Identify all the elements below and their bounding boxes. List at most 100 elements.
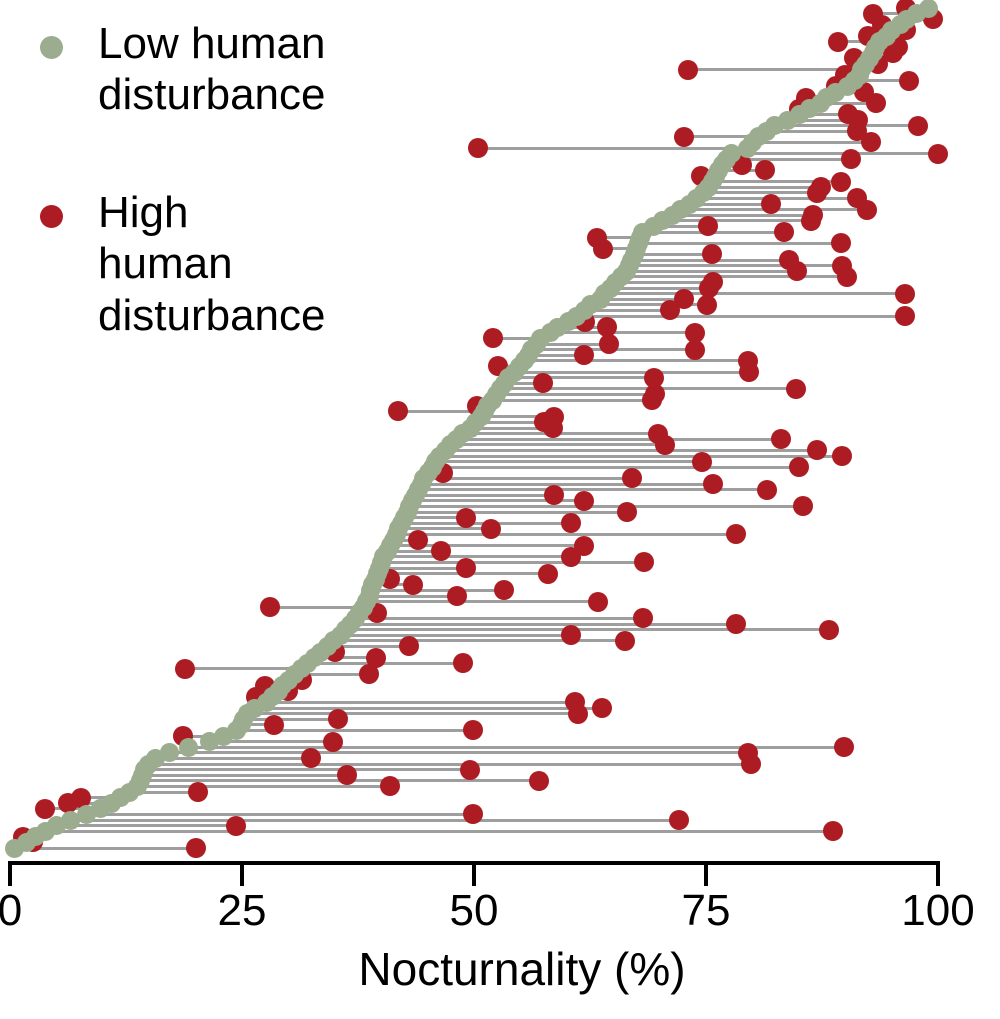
connector-line <box>45 829 834 833</box>
high-disturbance-point <box>560 546 581 567</box>
high-disturbance-point <box>894 306 915 326</box>
high-disturbance-point <box>538 563 559 584</box>
connector-line <box>731 152 938 156</box>
high-disturbance-point <box>573 490 594 511</box>
high-disturbance-point <box>928 143 948 164</box>
low-disturbance-point <box>76 804 96 824</box>
connector-line <box>241 723 274 727</box>
connector-line <box>752 140 872 144</box>
high-disturbance-point <box>907 115 928 136</box>
high-disturbance-point <box>819 619 840 640</box>
high-disturbance-point <box>430 541 451 562</box>
connector-line <box>269 605 364 609</box>
low-disturbance-dot-icon <box>40 36 63 59</box>
connector-line <box>496 392 655 396</box>
high-disturbance-point <box>827 31 848 52</box>
high-disturbance-point <box>617 502 638 522</box>
high-disturbance-point <box>596 317 617 338</box>
high-disturbance-point <box>402 574 423 595</box>
connector-line <box>820 101 876 105</box>
connector-line <box>188 745 845 749</box>
high-disturbance-point <box>696 294 717 315</box>
connector-line <box>576 314 905 318</box>
high-disturbance-point <box>698 278 719 298</box>
x-axis-tick <box>936 861 940 886</box>
connector-line <box>70 818 680 822</box>
high-disturbance-point <box>740 754 761 774</box>
legend-label-low-disturbance: Low human disturbance <box>98 19 326 120</box>
high-disturbance-point <box>399 636 420 657</box>
high-disturbance-point <box>567 703 588 724</box>
connector-line <box>129 790 199 794</box>
high-disturbance-point <box>447 586 468 606</box>
high-disturbance-point <box>452 653 473 674</box>
x-axis-tick <box>704 861 708 886</box>
high-disturbance-point <box>482 328 503 349</box>
connector-line <box>492 336 541 340</box>
connector-line <box>236 728 474 732</box>
high-disturbance-point <box>834 737 855 758</box>
high-disturbance-point <box>35 798 56 819</box>
low-disturbance-point <box>178 737 198 757</box>
connector-line <box>369 594 458 598</box>
connector-line <box>294 672 370 676</box>
high-disturbance-point <box>467 138 488 158</box>
connector-line <box>379 566 466 570</box>
connector-line <box>432 465 799 469</box>
connector-line <box>492 398 653 402</box>
connector-line <box>615 280 714 284</box>
plot-area <box>5 0 948 858</box>
high-disturbance-point <box>642 390 663 410</box>
connector-line <box>314 656 376 660</box>
connector-line <box>209 740 333 744</box>
high-disturbance-point <box>463 804 484 825</box>
high-disturbance-point <box>840 149 861 170</box>
connector-line <box>435 460 703 464</box>
high-disturbance-point <box>259 597 280 618</box>
connector-line <box>708 185 822 189</box>
legend-label-high-disturbance: High human disturbance <box>98 188 326 340</box>
high-disturbance-point <box>894 283 915 304</box>
connector-line <box>504 381 543 385</box>
connector-line <box>350 622 736 626</box>
connector-line <box>254 706 603 710</box>
high-disturbance-point <box>725 524 746 545</box>
high-disturbance-point <box>175 658 196 679</box>
connector-line <box>383 555 571 559</box>
connector-line <box>418 488 768 492</box>
high-disturbance-point <box>387 401 408 422</box>
high-disturbance-point <box>725 614 746 634</box>
high-disturbance-point <box>807 182 828 203</box>
connector-line <box>638 241 841 245</box>
high-disturbance-point <box>185 838 206 858</box>
connector-line <box>470 426 553 430</box>
high-disturbance-point <box>800 210 821 231</box>
connector-line <box>381 560 644 564</box>
x-axis-label: Nocturnality (%) <box>358 943 686 995</box>
high-disturbance-point <box>336 765 357 786</box>
connector-line <box>766 129 858 133</box>
low-disturbance-point <box>5 838 25 858</box>
high-disturbance-point <box>380 776 401 797</box>
high-disturbance-point <box>773 222 794 242</box>
connector-line <box>333 639 626 643</box>
connector-line <box>602 247 637 251</box>
low-disturbance-point <box>91 799 111 819</box>
connector-line <box>396 532 736 536</box>
x-axis-tick-label: 0 <box>0 886 23 935</box>
high-disturbance-point <box>58 793 79 814</box>
connector-line <box>854 79 910 83</box>
high-disturbance-point <box>408 530 429 550</box>
connector-line <box>629 264 843 268</box>
connector-line <box>445 448 818 452</box>
high-disturbance-point <box>883 42 904 63</box>
connector-line <box>550 331 695 335</box>
connector-line <box>528 353 584 357</box>
high-disturbance-point <box>678 59 699 80</box>
connector-line <box>450 443 666 447</box>
high-disturbance-point <box>592 698 613 718</box>
connector-line <box>604 292 905 296</box>
high-disturbance-point <box>659 300 680 321</box>
high-disturbance-point <box>837 266 858 287</box>
